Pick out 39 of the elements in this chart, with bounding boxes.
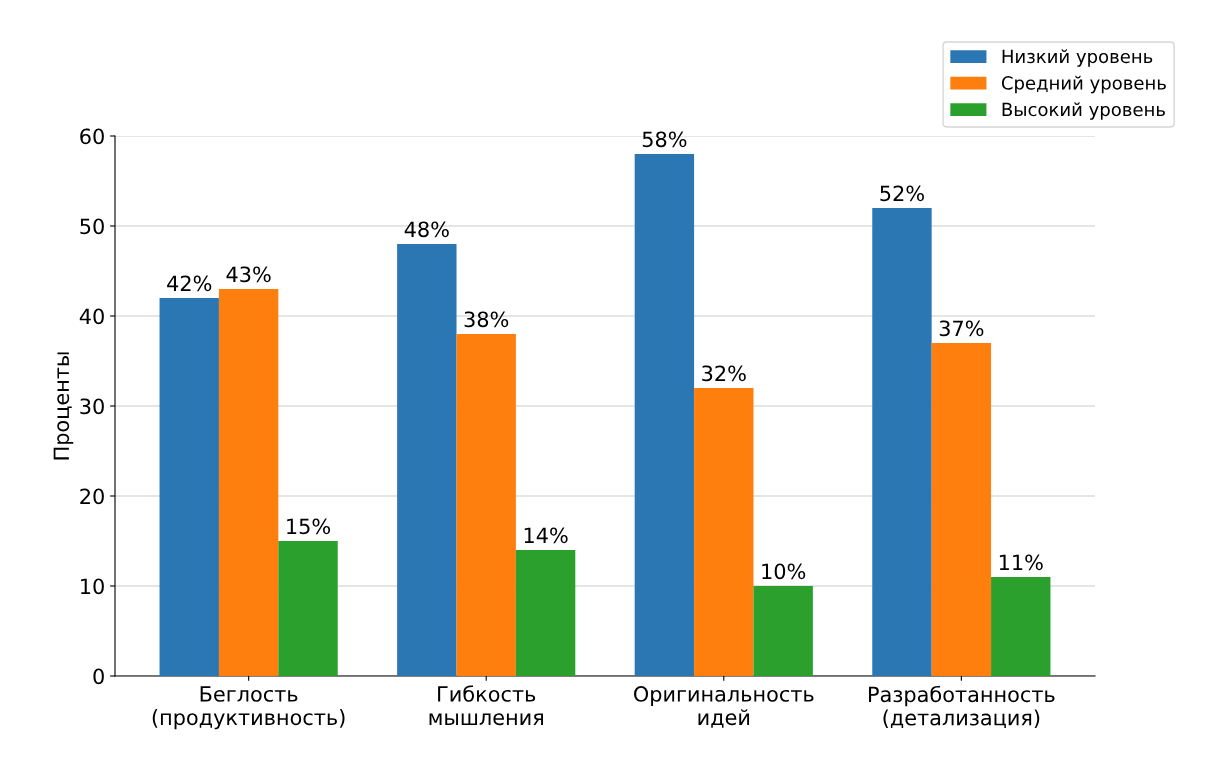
bar: [278, 541, 338, 676]
bar: [991, 577, 1051, 676]
legend-label: Низкий уровень: [1002, 49, 1153, 67]
data-label: 11%: [999, 554, 1043, 571]
x-tick-label: Гибкость мышления: [429, 685, 543, 726]
bar: [931, 343, 992, 676]
data-label: 48%: [404, 221, 449, 238]
data-label: 42%: [167, 275, 212, 292]
x-tick-label: Разработанность (детализация): [869, 685, 1055, 729]
data-label: 37%: [939, 320, 984, 337]
data-label: 52%: [880, 185, 924, 202]
bar: [456, 334, 516, 676]
bar: [397, 244, 457, 676]
y-tick-label: 60: [80, 128, 104, 145]
data-label: 14%: [524, 527, 568, 544]
bar: [515, 550, 576, 676]
legend-label: Высокий уровень: [1002, 102, 1165, 120]
y-tick-label: 0: [93, 668, 104, 685]
x-tick-label: Оригинальность идей: [634, 686, 814, 728]
y-axis-title: Проценты: [53, 352, 74, 460]
data-label: 43%: [226, 266, 271, 283]
bar: [753, 586, 813, 676]
bar: [634, 154, 695, 676]
data-label: 15%: [287, 518, 331, 535]
bar: [159, 298, 219, 676]
y-tick-label: 30: [80, 398, 104, 415]
data-label: 38%: [464, 311, 509, 328]
y-tick-label: 50: [80, 218, 104, 235]
y-tick-label: 20: [80, 488, 104, 505]
legend-label: Средний уровень: [1001, 75, 1166, 94]
data-label: 58%: [642, 131, 687, 148]
y-tick-label: 40: [79, 308, 104, 325]
data-label: 32%: [702, 365, 746, 382]
bar: [694, 388, 754, 676]
bar: [218, 289, 279, 676]
y-tick-label: 10: [81, 578, 104, 595]
data-label: 10%: [762, 563, 806, 580]
bar: [872, 208, 932, 676]
x-tick-label: Беглость (продуктивность): [152, 686, 345, 730]
